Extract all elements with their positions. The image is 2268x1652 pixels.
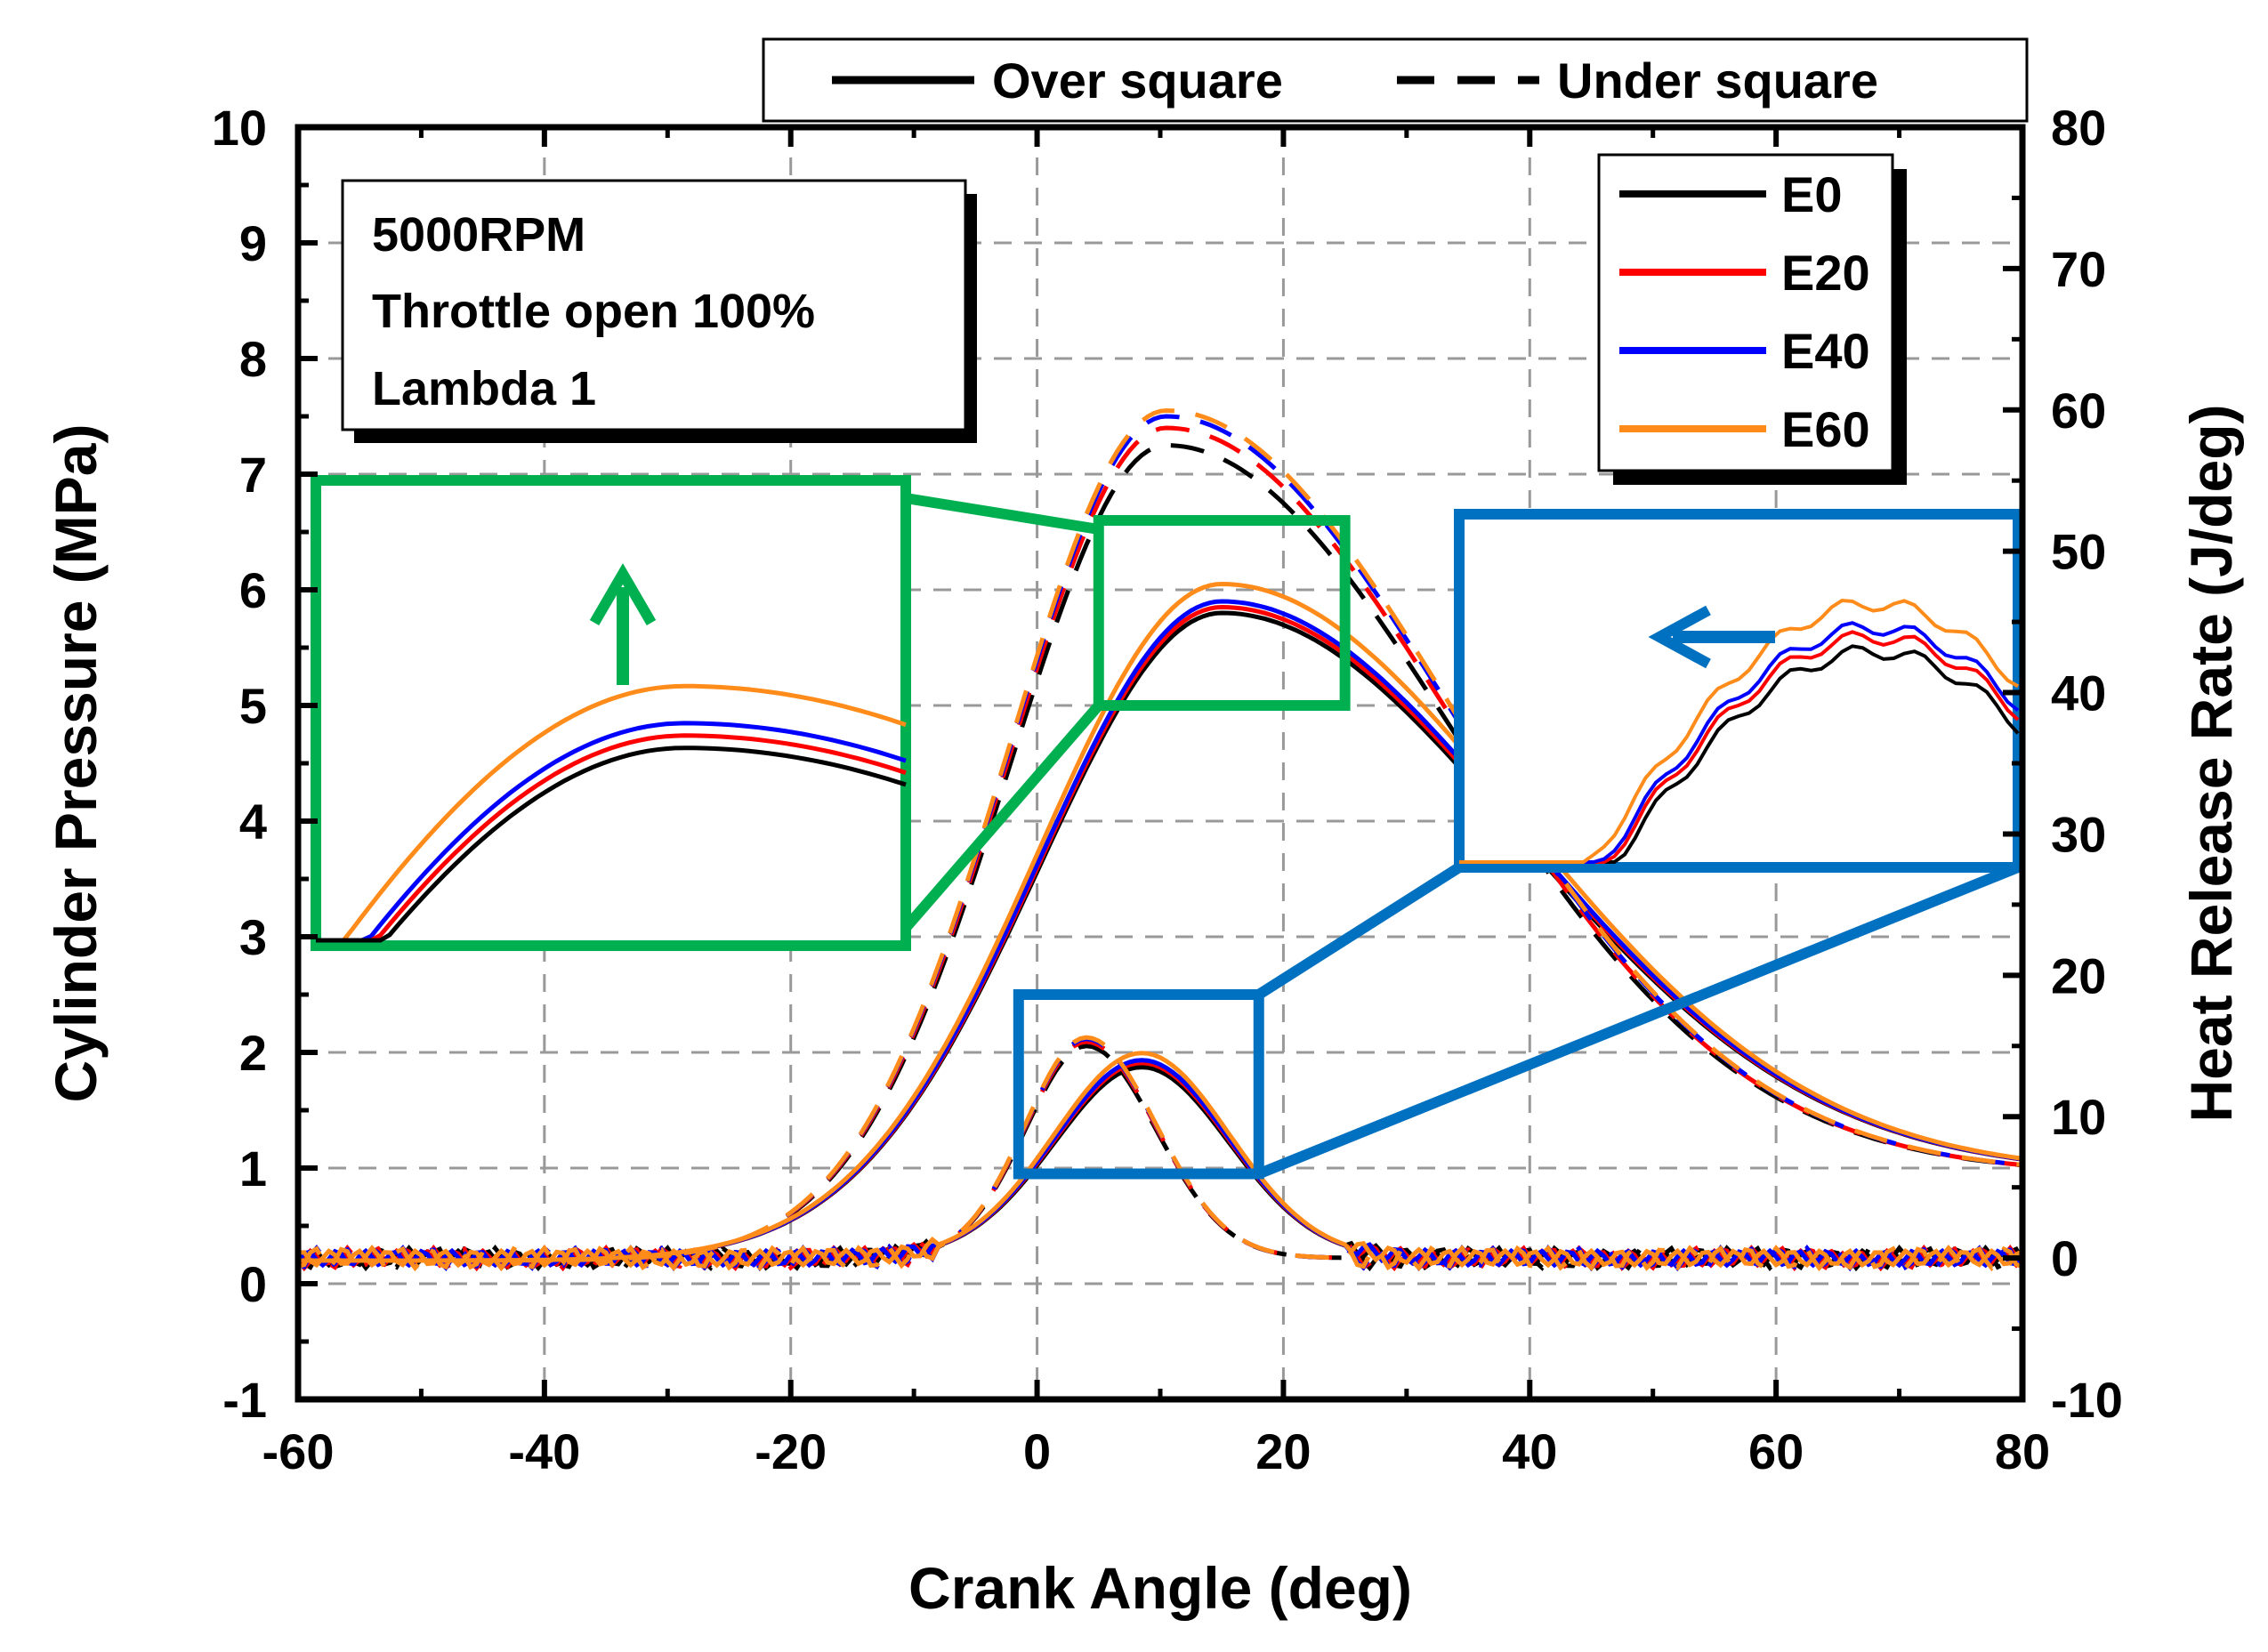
hrr-curve-under-E0 (295, 1044, 2025, 1272)
y-left-tick-label: 0 (239, 1256, 267, 1312)
hrr-curve-over-E20 (296, 1060, 2024, 1269)
condition-throttle: Throttle open 100% (372, 285, 815, 338)
zoom-box-pressure-source (1093, 515, 1351, 711)
y-left-tick-label: -1 (222, 1372, 267, 1428)
y-right-tick-label: 80 (2051, 100, 2106, 156)
y-left-tick-label: 5 (239, 678, 267, 734)
y-right-tick-label: 70 (2051, 241, 2106, 297)
y-left-tick-label: 7 (239, 447, 267, 503)
y-left-tick-label: 1 (239, 1140, 267, 1197)
inset-arrow-up-head (589, 563, 657, 626)
conditions-box: 5000RPM Throttle open 100% Lambda 1 (341, 179, 977, 443)
legend-label-E60: E60 (1781, 401, 1870, 457)
y-right-tick-label: -10 (2051, 1372, 2123, 1428)
zoom-inset-hrr (1454, 509, 2023, 873)
inset-hrr-curve-E60 (1459, 598, 2019, 864)
y-left-tick-label: 8 (239, 331, 267, 387)
y-left-tick-label: 3 (239, 909, 267, 965)
inset-pressure-curve-E0 (316, 745, 907, 943)
zoom-connector-hrr-bottom (1256, 862, 2021, 1180)
legend-label-E40: E40 (1781, 323, 1870, 379)
x-tick-label: 20 (1255, 1423, 1311, 1479)
y-right-tick-label: 10 (2051, 1089, 2106, 1145)
x-tick-label: 0 (1023, 1423, 1051, 1479)
inset-arrow-left-head (1648, 605, 1711, 669)
x-tick-label: 40 (1502, 1423, 1557, 1479)
inset-pressure-curve-E60 (316, 683, 907, 943)
x-axis-title: Crank Angle (deg) (908, 1555, 1412, 1621)
y-left-tick-label: 10 (212, 100, 267, 156)
zoom-connector-pressure-top (905, 493, 1100, 535)
y-right-tick-label: 40 (2051, 665, 2106, 721)
zoom-connector-hrr-top (1255, 862, 1463, 1000)
x-tick-label: -60 (262, 1423, 335, 1479)
zoom-box-hrr-source (1013, 989, 1264, 1180)
x-tick-label: 60 (1748, 1423, 1804, 1479)
inset-pressure-curve-E40 (316, 721, 907, 943)
y-axis-left-title: Cylinder Pressure (MPa) (43, 424, 109, 1103)
condition-lambda: Lambda 1 (372, 362, 596, 415)
inset-pressure-curve-E20 (316, 733, 907, 943)
y-left-tick-label: 6 (239, 562, 267, 618)
condition-rpm: 5000RPM (372, 208, 585, 262)
data-curves (295, 407, 2025, 1272)
hrr-curve-over-E0 (297, 1065, 2023, 1269)
legend-label-E20: E20 (1781, 245, 1870, 301)
legend-label-E0: E0 (1781, 166, 1843, 222)
pressure-curve-over-E60 (298, 581, 2023, 1263)
zoom-connector-pressure-bottom (901, 702, 1103, 931)
y-left-tick-label: 9 (239, 215, 267, 271)
hrr-curve-over-E60 (297, 1051, 2024, 1269)
zoom-inset-pressure (311, 475, 911, 951)
y-right-tick-label: 50 (2051, 524, 2106, 580)
hrr-curve-under-E60 (297, 1035, 2023, 1272)
y-right-tick-label: 0 (2051, 1230, 2078, 1286)
axis-ticks (295, 125, 2025, 1402)
x-tick-label: -20 (755, 1423, 827, 1479)
y-right-tick-label: 30 (2051, 806, 2106, 862)
line-style-legend: Over square Under square (762, 37, 2029, 123)
fuel-legend: E0 E20 E40 E60 (1597, 153, 1907, 485)
y-left-tick-label: 2 (239, 1025, 267, 1081)
y-left-tick-label: 4 (239, 794, 267, 850)
x-tick-label: -40 (508, 1423, 580, 1479)
zoom-insets (311, 475, 2023, 1180)
x-tick-label: 80 (1995, 1423, 2050, 1479)
legend-over-square: Over square (992, 52, 1283, 109)
tick-labels: -60 -40 -20 0 20 40 60 80-1012345678910-1001020… (212, 100, 2123, 1479)
y-right-tick-label: 60 (2051, 383, 2106, 439)
y-axis-right-title: Heat Release Rate (J/deg) (2178, 405, 2244, 1123)
legend-under-square: Under square (1557, 52, 1878, 109)
hrr-curve-under-E20 (295, 1039, 2025, 1272)
y-right-tick-label: 20 (2051, 947, 2106, 1003)
